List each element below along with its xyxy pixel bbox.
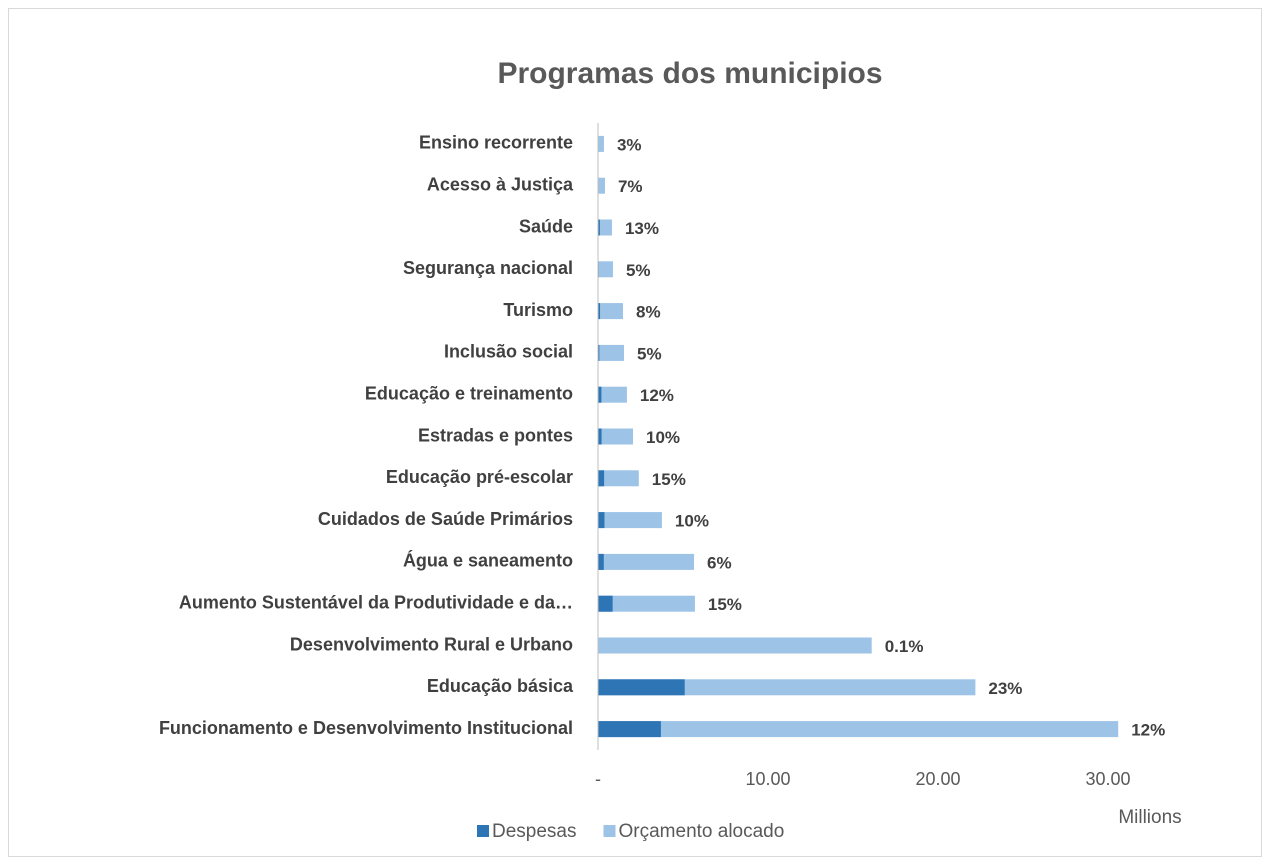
y-tick-label: Educação básica <box>427 676 574 696</box>
data-label: 3% <box>617 135 642 154</box>
bar <box>598 219 600 236</box>
y-tick-label: Ensino recorrente <box>419 133 573 153</box>
data-label: 7% <box>618 177 643 196</box>
y-tick-label: Turismo <box>503 300 573 320</box>
data-label: 8% <box>636 303 661 322</box>
bar <box>598 386 602 403</box>
bar <box>598 595 695 612</box>
data-label: 10% <box>675 512 709 531</box>
y-tick-label: Cuidados de Saúde Primários <box>318 509 573 529</box>
data-label: 10% <box>646 428 680 447</box>
bar <box>598 553 604 570</box>
x-tick-label: 20.00 <box>915 769 960 789</box>
bar <box>598 344 600 361</box>
bar <box>598 679 976 696</box>
y-tick-label: Segurança nacional <box>403 258 573 278</box>
legend-label: Despesas <box>492 821 577 842</box>
bar <box>598 512 662 529</box>
bar <box>598 428 634 445</box>
data-label: 5% <box>637 344 662 363</box>
bar <box>598 637 872 654</box>
bar <box>598 595 613 612</box>
y-tick-label: Desenvolvimento Rural e Urbano <box>290 634 573 654</box>
bar <box>598 177 605 194</box>
y-tick-label: Educação e treinamento <box>365 383 573 403</box>
y-tick-label: Educação pré-escolar <box>386 467 573 487</box>
bar <box>598 135 604 152</box>
bar <box>598 512 605 529</box>
bar <box>598 553 695 570</box>
legend-swatch <box>603 825 616 837</box>
bar <box>598 428 602 445</box>
data-label: 15% <box>652 470 686 489</box>
x-tick-label: 30.00 <box>1085 769 1130 789</box>
y-tick-label: Água e saneamento <box>403 550 573 571</box>
y-tick-label: Estradas e pontes <box>418 425 573 445</box>
chart-title: Programas dos municipios <box>497 57 882 90</box>
bar <box>598 261 613 278</box>
bar <box>598 386 627 403</box>
y-tick-label: Funcionamento e Desenvolvimento Instituc… <box>159 718 573 738</box>
x-tick-label: - <box>595 769 601 789</box>
bar <box>598 679 685 696</box>
data-label: 13% <box>625 219 659 238</box>
bar <box>598 303 601 320</box>
legend-swatch <box>477 825 489 837</box>
data-label: 15% <box>708 595 742 614</box>
y-tick-label: Acesso à Justiça <box>427 174 574 194</box>
bar <box>598 470 639 487</box>
bar <box>598 721 1119 738</box>
bar <box>598 219 612 236</box>
legend-label: Orçamento alocado <box>619 821 785 842</box>
chart-border <box>8 8 1262 857</box>
data-label: 23% <box>988 679 1022 698</box>
data-label: 5% <box>626 261 651 280</box>
data-label: 6% <box>707 553 732 572</box>
unit-label: Millions <box>1118 807 1181 828</box>
x-tick-label: 10.00 <box>745 769 790 789</box>
bar <box>598 344 625 361</box>
data-label: 12% <box>640 386 674 405</box>
y-tick-label: Saúde <box>519 216 573 236</box>
bar <box>598 470 605 487</box>
data-label: 12% <box>1131 721 1165 740</box>
bar <box>598 721 661 738</box>
y-tick-label: Inclusão social <box>444 342 573 362</box>
data-label: 0.1% <box>885 637 924 656</box>
bar <box>598 303 623 320</box>
y-tick-label: Aumento Sustentável da Produtividade e d… <box>179 592 573 612</box>
